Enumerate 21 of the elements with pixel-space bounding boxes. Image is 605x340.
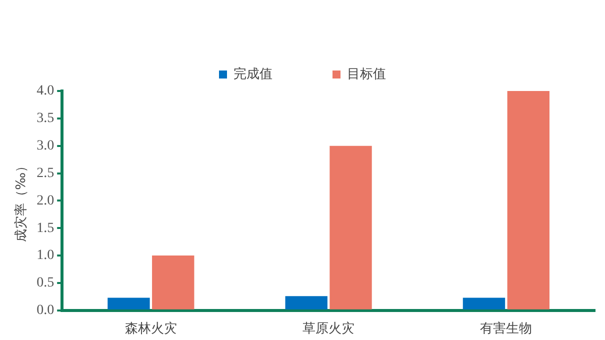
legend-label: 完成值 [234,66,272,82]
y-tick-label: 0.0 [36,303,54,318]
y-tick-label: 3.0 [36,138,54,154]
x-tick-label: 草原火灾 [302,320,355,337]
bar [330,146,372,310]
bar [108,298,150,310]
bar [507,91,550,310]
x-tick-label: 森林火灾 [124,320,177,337]
x-tick-label: 有害生物 [480,320,532,337]
y-tick-label: 4.0 [36,84,54,99]
legend-label: 目标值 [347,66,386,82]
bar [285,296,328,310]
bar [152,256,194,310]
bar [462,298,506,310]
y-tick-label: 0.5 [36,276,54,291]
y-tick-label: 3.5 [36,111,54,126]
y-axis-title: 成灾率（‰） [13,159,30,242]
y-tick-label: 2.0 [36,193,54,208]
y-tick-label: 1.0 [36,248,54,264]
y-tick-label: 2.5 [36,166,54,181]
y-tick-label: 1.5 [36,220,54,236]
